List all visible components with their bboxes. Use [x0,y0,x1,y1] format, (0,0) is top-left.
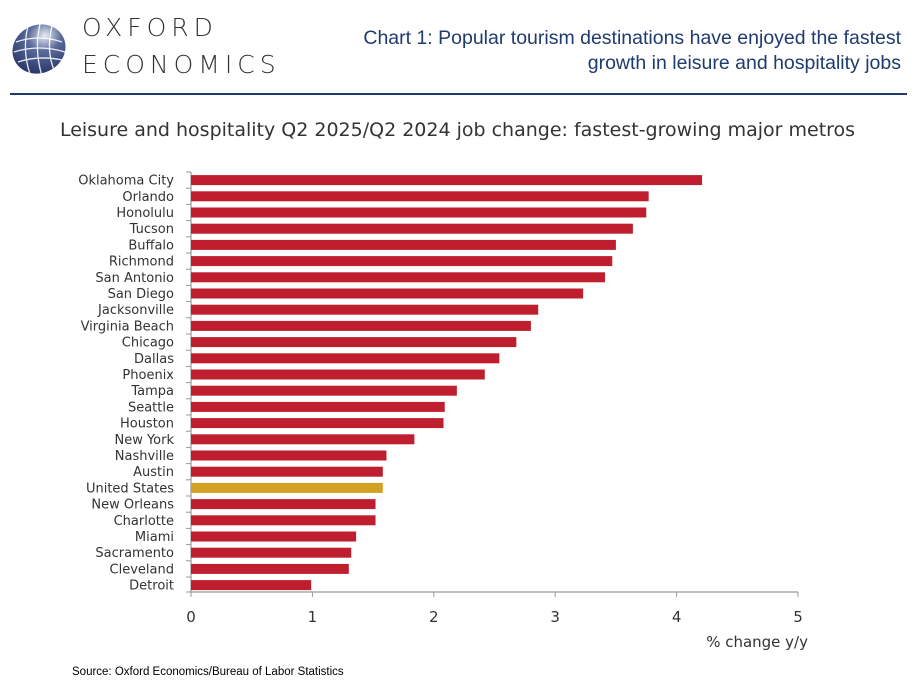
x-tick-label: 4 [672,608,682,626]
y-tick-label: San Diego [108,287,174,302]
y-tick-label: Orlando [122,190,174,205]
logo-text-oxford: OXFORD [82,13,218,42]
oxford-economics-globe-logo [12,23,66,77]
bar-tampa [191,385,457,396]
bar-chicago [191,337,517,348]
y-tick-label: Dallas [134,352,174,367]
chart-title: Leisure and hospitality Q2 2025/Q2 2024 … [59,119,856,141]
y-tick-label: Honolulu [116,206,174,221]
logo-text-economics: ECONOMICS [82,50,281,79]
y-tick-label: Austin [133,465,174,480]
y-tick-label: Detroit [129,579,174,594]
y-tick-label: Oklahoma City [78,174,174,189]
bar-austin [191,466,383,477]
bar-charlotte [191,515,376,526]
y-tick-label: Richmond [109,255,174,270]
bar-houston [191,418,444,429]
y-tick-label: Charlotte [114,514,174,529]
bar-miami [191,531,357,542]
bar-phoenix [191,369,485,380]
y-tick-label: Miami [135,530,174,545]
y-tick-label: Cleveland [110,562,174,577]
bar-nashville [191,450,387,461]
y-tick-label: Buffalo [128,238,174,253]
y-tick-label: Phoenix [122,368,174,383]
bar-tucson [191,223,633,234]
y-tick-label: New Orleans [91,498,174,513]
x-tick-label: 1 [308,608,318,626]
y-tick-label: New York [114,433,174,448]
bar-new-york [191,434,415,445]
y-tick-label: United States [86,481,174,496]
x-tick-label: 0 [186,608,196,626]
bar-san-diego [191,288,584,299]
bar-cleveland [191,563,349,574]
header-divider [10,93,907,95]
bar-buffalo [191,239,616,250]
y-tick-label: Jacksonville [97,303,174,318]
x-tick-label: 5 [793,608,803,626]
bar-richmond [191,256,613,267]
bar-sacramento [191,547,352,558]
y-tick-label: Sacramento [95,546,174,561]
y-tick-label: Seattle [128,400,174,415]
chart-headline: Chart 1: Popular tourism destinations ha… [363,27,901,74]
y-tick-label: Chicago [122,336,174,351]
bar-united-states [191,482,383,493]
bar-honolulu [191,207,647,218]
bar-dallas [191,353,500,364]
bar-detroit [191,580,312,591]
bar-jacksonville [191,304,539,315]
y-tick-label: Tucson [129,222,174,237]
bar-san-antonio [191,272,605,283]
bar-seattle [191,401,445,412]
y-tick-label: Nashville [115,449,174,464]
y-tick-label: Virginia Beach [81,319,174,334]
x-tick-label: 3 [550,608,560,626]
y-tick-label: Houston [120,417,174,432]
source-note: Source: Oxford Economics/Bureau of Labor… [72,666,344,678]
y-tick-label: Tampa [130,384,174,399]
bar-new-orleans [191,499,376,510]
bar-oklahoma-city [191,175,703,186]
x-axis-label: % change y/y [706,633,808,651]
x-tick-label: 2 [429,608,439,626]
y-tick-label: San Antonio [95,271,174,286]
bar-orlando [191,191,649,202]
bar-virginia-beach [191,320,531,331]
